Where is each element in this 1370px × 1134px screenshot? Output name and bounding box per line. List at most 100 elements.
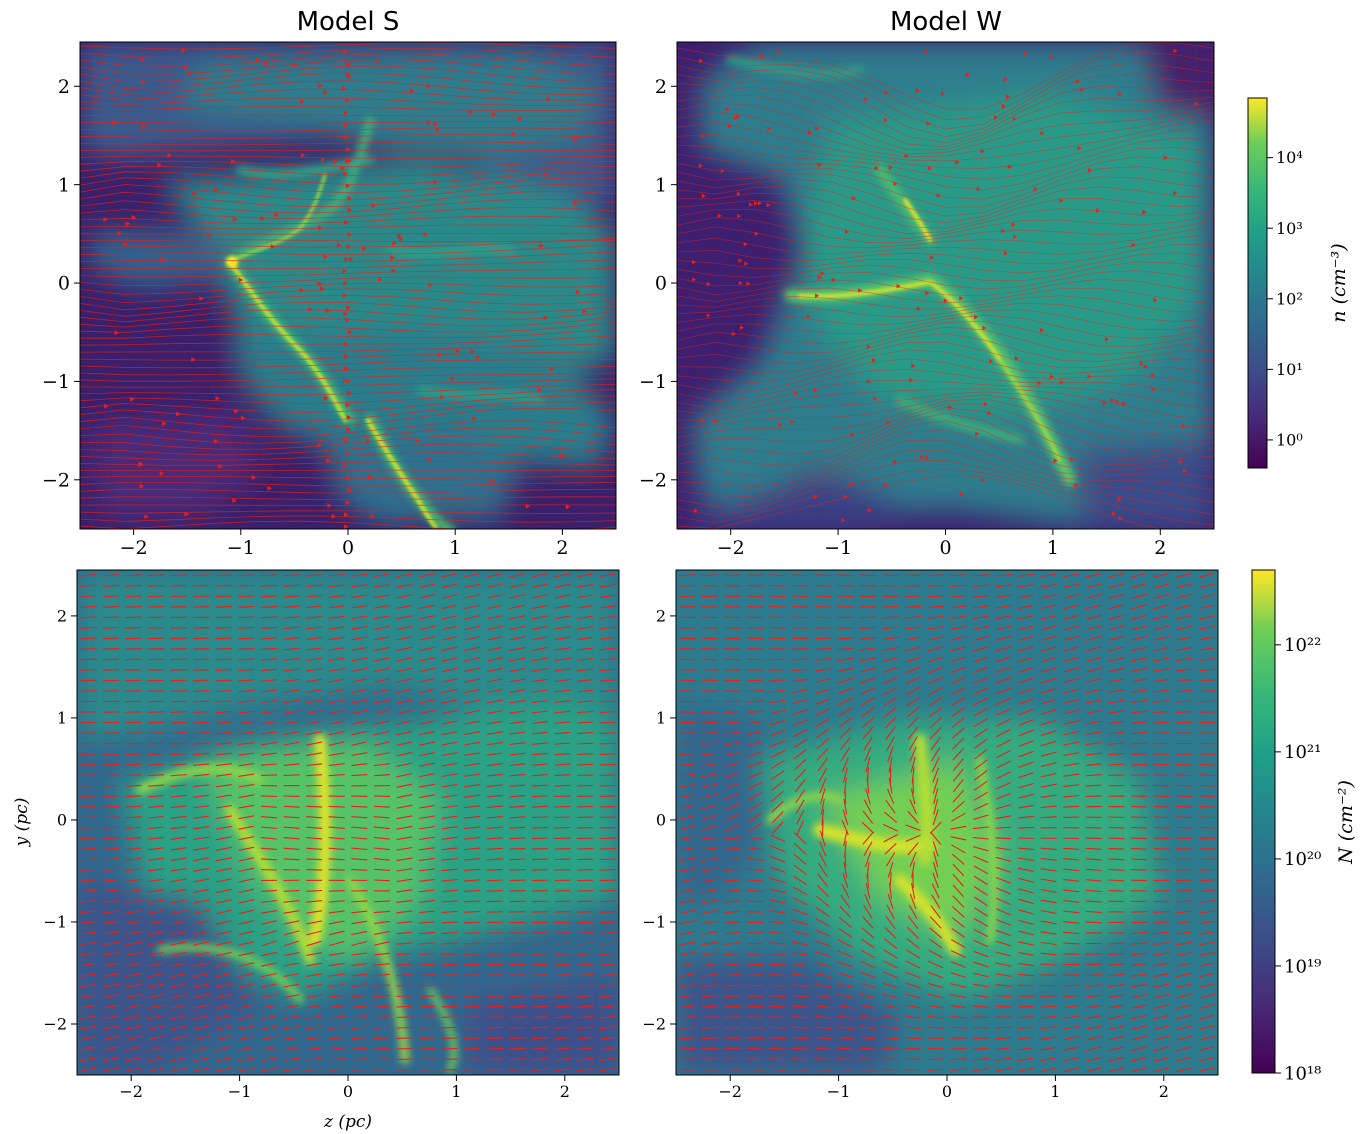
polarization-segment (1198, 1035, 1215, 1041)
polarization-segment (862, 916, 874, 929)
streamline-arrow (347, 390, 352, 396)
polarization-segment (1063, 805, 1080, 808)
polarization-segment (283, 678, 300, 683)
polarization-segment (701, 627, 718, 629)
polarization-segment (80, 637, 97, 640)
polarization-segment (769, 689, 786, 693)
polarization-segment (148, 805, 165, 808)
polarization-segment (215, 1057, 232, 1062)
polarization-segment (102, 584, 119, 587)
polarization-segment (125, 784, 142, 787)
polarization-segment (102, 795, 119, 798)
polarization-segment (724, 772, 741, 778)
polarization-segment (1130, 805, 1148, 808)
streamline-arrow (904, 153, 909, 159)
streamline-arrow (345, 98, 350, 104)
polarization-segment (769, 669, 786, 671)
streamline-arrow (1163, 155, 1168, 161)
polarization-segment (1063, 899, 1080, 903)
polarization-segment (841, 820, 849, 836)
polarization-segment (724, 952, 741, 956)
polarization-segment (861, 821, 875, 834)
polarization-segment (1130, 710, 1147, 714)
polarization-segment (80, 805, 97, 808)
polarization-segment (1176, 689, 1193, 693)
polarization-segment (306, 805, 323, 808)
polarization-segment (238, 721, 255, 725)
polarization-segment (306, 900, 323, 903)
polarization-segment (747, 740, 763, 747)
polarization-segment (701, 973, 718, 977)
streamline-arrow (238, 277, 244, 283)
polarization-segment (1063, 994, 1080, 998)
polarization-segment (932, 767, 940, 783)
polarization-segment (554, 742, 571, 745)
polarization-segment (1131, 689, 1147, 693)
polarization-segment (260, 899, 277, 903)
polarization-segment (102, 858, 119, 861)
polarization-segment (747, 761, 763, 769)
polarization-segment (80, 837, 97, 840)
polarization-segment (792, 728, 808, 738)
polarization-segment (927, 1068, 944, 1071)
polarization-segment (148, 951, 165, 957)
polarization-segment (351, 930, 368, 936)
polarization-segment (952, 768, 964, 782)
polarization-segment (193, 1067, 210, 1072)
polarization-segment (1063, 794, 1080, 798)
polarization-segment (599, 668, 616, 672)
polarization-segment (215, 962, 232, 967)
polarization-segment (952, 789, 965, 803)
polarization-segment (995, 973, 1012, 977)
polarization-segment (973, 918, 989, 927)
polarization-segment (283, 1047, 300, 1051)
polarization-segment (951, 727, 965, 739)
polarization-segment (599, 679, 616, 682)
polarization-segment (769, 984, 786, 987)
polarization-segment (102, 826, 119, 829)
polarization-segment (328, 699, 345, 704)
streamline (677, 368, 1214, 402)
polarization-segment (701, 857, 718, 861)
streamline-arrow (537, 387, 543, 393)
polarization-segment (577, 973, 594, 977)
polarization-segment (170, 763, 187, 766)
polarization-segment (724, 1005, 741, 1008)
streamline (80, 160, 616, 168)
polarization-segment (283, 920, 300, 925)
polarization-segment (1018, 594, 1034, 599)
polarization-segment (1153, 572, 1170, 578)
polarization-segment (464, 805, 481, 809)
polarization-segment (973, 875, 988, 886)
polarization-segment (974, 769, 988, 781)
polarization-segment (283, 910, 300, 914)
polarization-segment (328, 837, 345, 840)
polarization-segment (170, 826, 187, 830)
streamline-arrow (433, 121, 438, 127)
polarization-segment (464, 1068, 481, 1071)
polarization-segment (102, 920, 119, 924)
polarization-segment (215, 899, 232, 904)
polarization-segment (193, 721, 210, 724)
polarization-segment (1176, 604, 1193, 610)
polarization-segment (927, 1058, 944, 1061)
polarization-segment (238, 920, 255, 925)
streamline-arrow (546, 96, 551, 102)
streamline-arrow (342, 293, 348, 298)
streamline (677, 270, 1214, 290)
polarization-segment (170, 700, 187, 703)
polarization-segment (1085, 984, 1102, 987)
polarization-segment (1018, 919, 1034, 926)
y-tick-label: −2 (42, 469, 70, 491)
polarization-segment (701, 773, 718, 778)
polarization-segment (1040, 963, 1057, 966)
polarization-segment (351, 984, 368, 987)
polarization-segment (1018, 604, 1035, 609)
polarization-segment (927, 626, 944, 630)
polarization-segment (867, 872, 869, 889)
polarization-segment (193, 951, 210, 957)
polarization-segment (1040, 847, 1057, 850)
polarization-segment (1176, 1056, 1193, 1062)
polarization-segment (1040, 1057, 1057, 1062)
polarization-segment (792, 616, 809, 619)
